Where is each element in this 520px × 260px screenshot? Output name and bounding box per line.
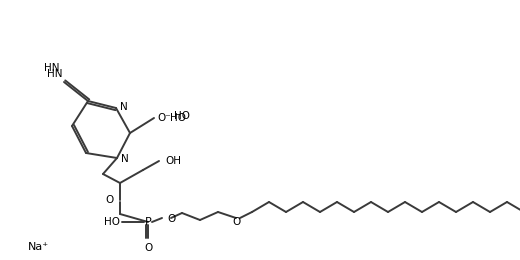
Text: Na⁺: Na⁺ (28, 242, 49, 252)
Text: N: N (120, 102, 128, 112)
Text: HO: HO (104, 217, 120, 227)
Text: O: O (232, 217, 240, 227)
Text: P: P (145, 217, 151, 227)
Text: HN: HN (44, 63, 60, 73)
Text: N: N (121, 154, 129, 164)
Text: HO: HO (174, 111, 190, 121)
Text: O⁻: O⁻ (157, 113, 171, 123)
Text: O: O (167, 214, 175, 224)
Text: O: O (144, 243, 152, 253)
Text: HN: HN (46, 69, 62, 79)
Text: O: O (106, 195, 114, 205)
Text: OH: OH (165, 156, 181, 166)
Text: HO: HO (170, 113, 186, 123)
